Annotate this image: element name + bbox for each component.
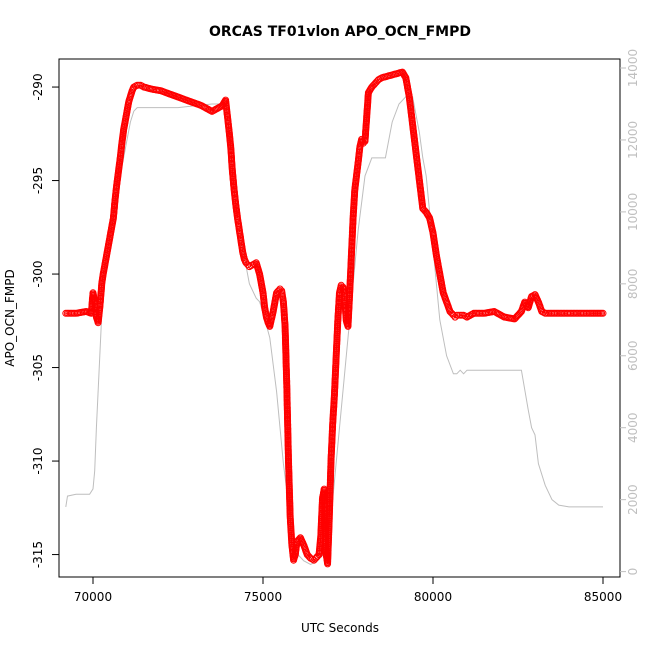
y2-tick-label: 10000 bbox=[626, 193, 640, 231]
y-axis-label: APO_OCN_FMPD bbox=[3, 269, 17, 366]
chart-title: ORCAS TF01vlon APO_OCN_FMPD bbox=[209, 24, 471, 40]
x-tick-label: 85000 bbox=[584, 590, 622, 604]
y-tick-label: -290 bbox=[31, 73, 45, 100]
axes: 70000 75000 80000 85000-290-295-300-305-310… bbox=[31, 49, 640, 604]
y2-tick-label: 6000 bbox=[626, 340, 640, 371]
y-tick-label: -310 bbox=[31, 447, 45, 474]
primary-series-layer bbox=[62, 68, 607, 568]
data-point bbox=[599, 309, 607, 317]
y-tick-label: -315 bbox=[31, 541, 45, 568]
y2-tick-label: 2000 bbox=[626, 484, 640, 515]
data-point bbox=[245, 263, 253, 271]
y-tick-label: -300 bbox=[31, 260, 45, 287]
primary-series-connector bbox=[65, 71, 603, 564]
y2-tick-label: 14000 bbox=[626, 49, 640, 87]
plot-frame bbox=[58, 58, 621, 578]
y2-tick-label: 12000 bbox=[626, 121, 640, 159]
y2-tick-label: 4000 bbox=[626, 412, 640, 443]
data-point bbox=[138, 82, 146, 90]
x-tick-label: 80000 bbox=[414, 590, 452, 604]
x-axis-label: UTC Seconds bbox=[301, 621, 379, 635]
y-tick-label: -295 bbox=[31, 167, 45, 194]
x-tick-label: 75000 bbox=[244, 590, 282, 604]
y2-tick-label: 0 bbox=[626, 568, 640, 576]
data-point bbox=[449, 311, 457, 319]
y2-tick-label: 8000 bbox=[626, 269, 640, 300]
x-tick-label: 70000 bbox=[74, 590, 112, 604]
data-point bbox=[244, 261, 252, 269]
y-tick-label: -305 bbox=[31, 354, 45, 381]
